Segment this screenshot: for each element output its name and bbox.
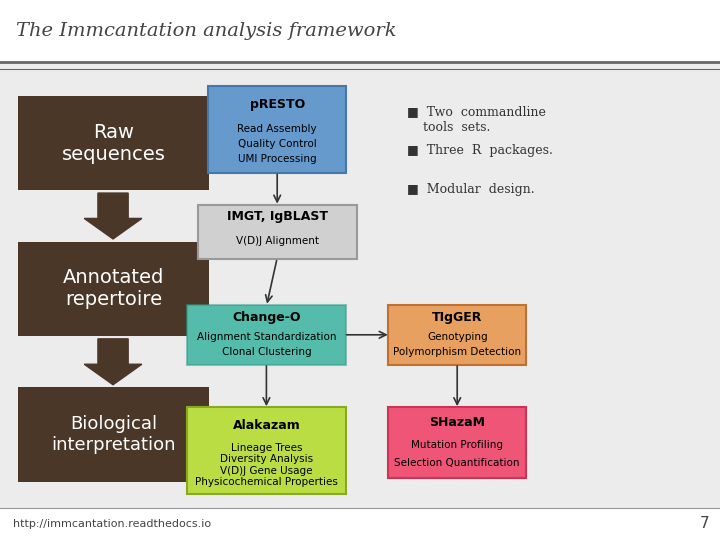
- Text: ■  Modular  design.: ■ Modular design.: [407, 183, 534, 196]
- Text: Alakazam: Alakazam: [233, 419, 300, 433]
- FancyBboxPatch shape: [389, 305, 526, 365]
- Text: Change-O: Change-O: [232, 311, 301, 325]
- Text: V(D)J Alignment: V(D)J Alignment: [235, 236, 319, 246]
- Text: Genotyping: Genotyping: [427, 332, 487, 342]
- Text: Annotated
repertoire: Annotated repertoire: [63, 268, 164, 309]
- FancyBboxPatch shape: [0, 508, 720, 540]
- Text: pRESTO: pRESTO: [250, 98, 305, 111]
- FancyBboxPatch shape: [197, 205, 357, 260]
- Text: Mutation Profiling: Mutation Profiling: [411, 440, 503, 450]
- Text: Lineage Trees: Lineage Trees: [230, 443, 302, 453]
- Text: Physicochemical Properties: Physicochemical Properties: [195, 477, 338, 487]
- Text: UMI Processing: UMI Processing: [238, 154, 317, 164]
- Text: Polymorphism Detection: Polymorphism Detection: [393, 347, 521, 357]
- FancyBboxPatch shape: [18, 388, 209, 482]
- Text: The Immcantation analysis framework: The Immcantation analysis framework: [16, 22, 397, 40]
- FancyBboxPatch shape: [389, 407, 526, 478]
- FancyBboxPatch shape: [187, 407, 346, 495]
- Text: IMGT, IgBLAST: IMGT, IgBLAST: [227, 210, 328, 224]
- Text: Alignment Standardization: Alignment Standardization: [197, 332, 336, 342]
- Text: Quality Control: Quality Control: [238, 139, 317, 149]
- Text: Clonal Clustering: Clonal Clustering: [222, 347, 311, 357]
- Text: http://immcantation.readthedocs.io: http://immcantation.readthedocs.io: [13, 519, 211, 529]
- Polygon shape: [84, 339, 142, 384]
- Text: ■  Three  R  packages.: ■ Three R packages.: [407, 144, 553, 157]
- Text: ■  Two  commandline
    tools  sets.: ■ Two commandline tools sets.: [407, 105, 546, 134]
- FancyBboxPatch shape: [18, 241, 209, 336]
- Text: Raw
sequences: Raw sequences: [61, 123, 166, 164]
- FancyBboxPatch shape: [0, 0, 720, 62]
- Text: 7: 7: [700, 516, 709, 531]
- Text: TIgGER: TIgGER: [432, 311, 482, 325]
- FancyBboxPatch shape: [187, 305, 346, 365]
- FancyBboxPatch shape: [209, 86, 346, 173]
- Text: SHazaM: SHazaM: [429, 416, 485, 429]
- Text: Biological
interpretation: Biological interpretation: [51, 415, 176, 454]
- Text: Diversity Analysis: Diversity Analysis: [220, 455, 313, 464]
- Text: Read Assembly: Read Assembly: [238, 124, 317, 134]
- Text: Selection Quantification: Selection Quantification: [395, 458, 520, 468]
- Polygon shape: [84, 193, 142, 239]
- FancyBboxPatch shape: [18, 96, 209, 191]
- Text: V(D)J Gene Usage: V(D)J Gene Usage: [220, 466, 312, 476]
